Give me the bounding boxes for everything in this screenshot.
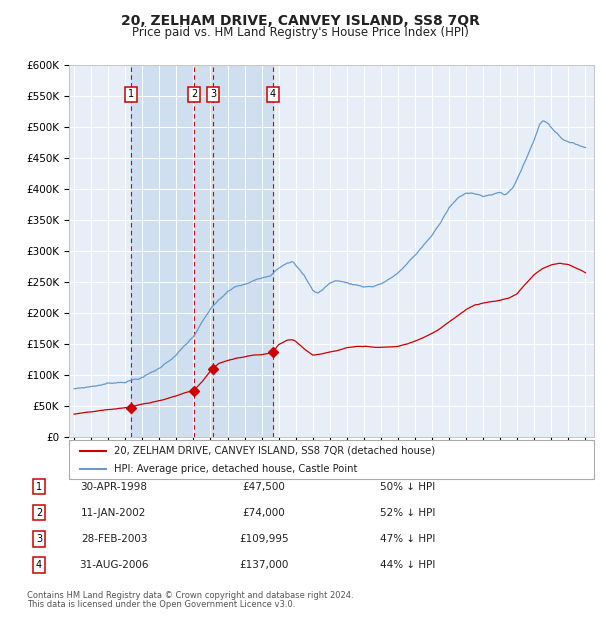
Text: £74,000: £74,000 bbox=[242, 508, 286, 518]
Text: 2: 2 bbox=[191, 89, 197, 99]
Text: 1: 1 bbox=[128, 89, 134, 99]
Text: £47,500: £47,500 bbox=[242, 482, 286, 492]
Text: This data is licensed under the Open Government Licence v3.0.: This data is licensed under the Open Gov… bbox=[27, 600, 295, 609]
Text: 52% ↓ HPI: 52% ↓ HPI bbox=[380, 508, 436, 518]
Text: 11-JAN-2002: 11-JAN-2002 bbox=[82, 508, 146, 518]
Text: 20, ZELHAM DRIVE, CANVEY ISLAND, SS8 7QR: 20, ZELHAM DRIVE, CANVEY ISLAND, SS8 7QR bbox=[121, 14, 479, 28]
Text: 3: 3 bbox=[210, 89, 216, 99]
Text: 2: 2 bbox=[36, 508, 42, 518]
Text: 28-FEB-2003: 28-FEB-2003 bbox=[81, 534, 147, 544]
Text: 50% ↓ HPI: 50% ↓ HPI bbox=[380, 482, 436, 492]
FancyBboxPatch shape bbox=[69, 440, 594, 479]
Text: £109,995: £109,995 bbox=[239, 534, 289, 544]
Text: Contains HM Land Registry data © Crown copyright and database right 2024.: Contains HM Land Registry data © Crown c… bbox=[27, 590, 353, 600]
Text: 44% ↓ HPI: 44% ↓ HPI bbox=[380, 560, 436, 570]
Text: 4: 4 bbox=[270, 89, 276, 99]
Text: 3: 3 bbox=[36, 534, 42, 544]
Text: 1: 1 bbox=[36, 482, 42, 492]
Text: Price paid vs. HM Land Registry's House Price Index (HPI): Price paid vs. HM Land Registry's House … bbox=[131, 26, 469, 39]
Text: 30-APR-1998: 30-APR-1998 bbox=[80, 482, 148, 492]
Text: HPI: Average price, detached house, Castle Point: HPI: Average price, detached house, Cast… bbox=[113, 464, 357, 474]
Text: 4: 4 bbox=[36, 560, 42, 570]
Text: 31-AUG-2006: 31-AUG-2006 bbox=[79, 560, 149, 570]
Bar bbox=[131, 65, 273, 437]
Text: £137,000: £137,000 bbox=[239, 560, 289, 570]
Text: 47% ↓ HPI: 47% ↓ HPI bbox=[380, 534, 436, 544]
Text: 20, ZELHAM DRIVE, CANVEY ISLAND, SS8 7QR (detached house): 20, ZELHAM DRIVE, CANVEY ISLAND, SS8 7QR… bbox=[113, 446, 435, 456]
